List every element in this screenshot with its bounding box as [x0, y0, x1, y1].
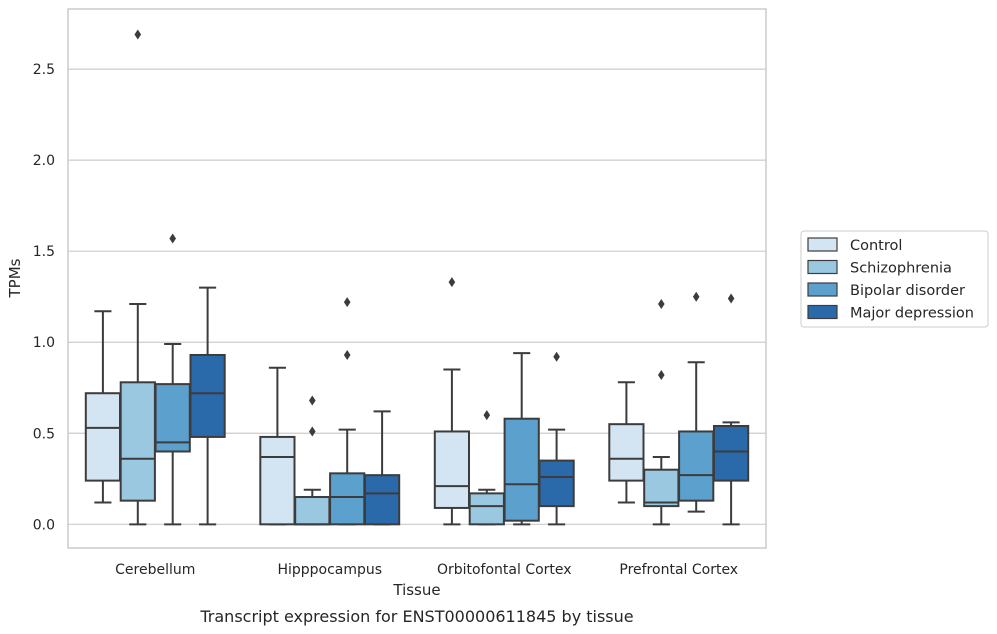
box — [503, 417, 540, 522]
outlier-point — [727, 293, 735, 304]
legend-swatch — [807, 237, 838, 252]
y-tick-label: 2.0 — [33, 153, 55, 169]
box — [468, 492, 505, 526]
outlier-point — [483, 410, 491, 421]
legend-swatch — [807, 282, 838, 297]
legend-frame — [800, 230, 989, 328]
outlier-point — [309, 426, 316, 437]
box — [259, 435, 296, 526]
box — [643, 468, 680, 508]
legend-label: Schizophrenia — [850, 261, 952, 277]
box — [329, 472, 366, 526]
y-tick-label: 0.0 — [33, 517, 55, 533]
series-control — [84, 277, 645, 526]
y-axis-label: TPMs — [6, 258, 24, 298]
box — [433, 430, 471, 509]
outlier-point — [343, 349, 351, 360]
legend-swatch — [807, 259, 838, 275]
outlier-point — [343, 297, 351, 308]
outlier-point — [448, 277, 456, 288]
y-tick-label: 1.5 — [33, 244, 55, 260]
series-bipolar-disorder — [154, 233, 715, 526]
box — [189, 353, 226, 438]
box — [363, 474, 401, 526]
box — [608, 423, 645, 482]
series-schizophrenia — [119, 29, 680, 526]
legend-label: Bipolar disorder — [850, 283, 965, 299]
y-axis-ticks: 0.0 0.5 1.0 1.5 2.0 2.5 — [33, 62, 55, 533]
box — [154, 383, 191, 453]
y-tick-label: 1.0 — [33, 335, 55, 351]
x-tick-label: Prefrontal Cortex — [619, 562, 738, 578]
legend-label: Major depression — [850, 306, 974, 322]
plot-area — [67, 8, 767, 549]
outlier-point — [134, 29, 142, 40]
box-series — [84, 29, 750, 526]
box — [678, 430, 715, 502]
legend: Control Schizophrenia Bipolar disorder Majo… — [800, 230, 989, 328]
x-tick-label: Hipppocampus — [277, 562, 382, 578]
legend-label: Control — [850, 238, 902, 254]
x-axis-ticks: Cerebellum Hipppocampus Orbitofontal Corte… — [115, 562, 738, 578]
outlier-point — [169, 233, 176, 244]
outlier-point — [658, 370, 665, 381]
box — [84, 392, 122, 482]
x-tick-label: Cerebellum — [115, 562, 195, 578]
box — [538, 459, 575, 508]
y-tick-label: 2.5 — [33, 62, 55, 78]
box — [712, 424, 750, 482]
outlier-point — [692, 291, 700, 302]
box — [294, 496, 331, 526]
x-axis-label: Tissue — [392, 581, 440, 599]
outlier-point — [658, 298, 665, 309]
box — [119, 381, 156, 502]
outlier-point — [309, 395, 316, 406]
x-tick-label: Orbitofontal Cortex — [437, 562, 572, 578]
chart-caption: Transcript expression for ENST0000061184… — [199, 607, 633, 626]
legend-swatch — [807, 304, 838, 320]
series-major-depression — [189, 286, 750, 526]
y-tick-label: 0.5 — [33, 426, 55, 442]
outlier-point — [553, 351, 560, 362]
